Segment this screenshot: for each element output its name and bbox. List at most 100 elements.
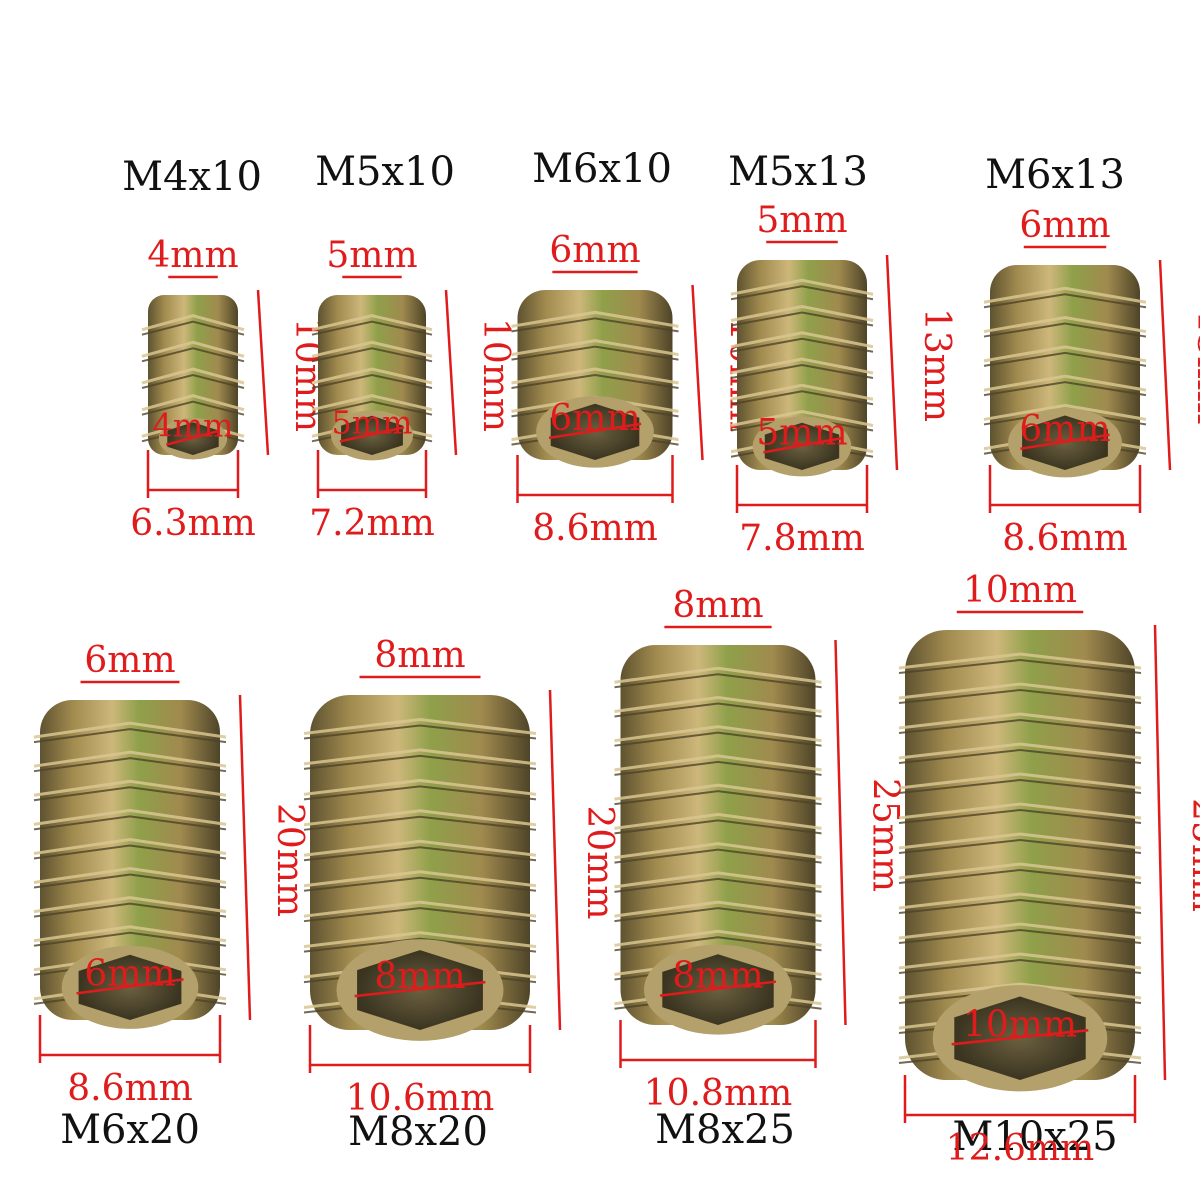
- thread-shadow: [311, 373, 433, 389]
- thread-shadow: [33, 757, 227, 773]
- thread-ridge: [311, 394, 433, 412]
- thread-shadow: [898, 718, 1142, 734]
- thread-shadow: [614, 702, 822, 718]
- outer-dia-label: 10.8mm: [644, 1073, 792, 1114]
- thread-shadow: [33, 815, 227, 831]
- thread-shadow: [614, 907, 822, 923]
- thread-ridge: [983, 316, 1147, 334]
- thread-ridge: [614, 900, 822, 918]
- thread-ridge: [303, 931, 537, 949]
- thread-dia-label: 5mm: [326, 235, 417, 276]
- thread-ridge: [730, 304, 874, 322]
- thread-shadow: [33, 931, 227, 947]
- hex-dia-line: [339, 426, 405, 443]
- thread-ridge: [730, 409, 874, 427]
- thread-shadow: [311, 347, 433, 363]
- thread-dia-label: 8mm: [374, 635, 465, 676]
- thread-ridge: [303, 778, 537, 796]
- thread-ridge: [33, 721, 227, 739]
- thread-shadow: [983, 322, 1147, 338]
- thread-ridge: [898, 802, 1142, 820]
- thread-shadow: [614, 790, 822, 806]
- length-label: 25mm: [1184, 798, 1200, 912]
- thread-shadow: [898, 748, 1142, 764]
- thread-shadow: [141, 347, 245, 363]
- thread-shadow: [614, 936, 822, 952]
- outer-dia-label: 10.6mm: [346, 1078, 494, 1119]
- insert-size-label: M4x10: [122, 154, 262, 200]
- thread-shadow: [730, 363, 874, 379]
- thread-ridge: [614, 929, 822, 947]
- length-line: [1153, 624, 1167, 1081]
- thread-ridge: [983, 374, 1147, 392]
- thread-shadow: [983, 351, 1147, 367]
- insert-m5x13: M5x13 5mm 13mm 5mm 7.8mm: [728, 149, 957, 559]
- outer-dia-label: 8.6mm: [532, 508, 658, 549]
- thread-shadow: [511, 317, 679, 333]
- insert-size-label: M6x10: [532, 146, 672, 192]
- thread-shadow: [898, 958, 1142, 974]
- hex-dia-line: [763, 437, 841, 454]
- hex-dia-line: [354, 980, 486, 998]
- insert-body: [40, 700, 220, 1020]
- hex-dia-label: 6mm: [84, 953, 175, 994]
- thread-shadow: [141, 400, 245, 416]
- thread-ridge: [614, 754, 822, 772]
- thread-shadow: [983, 293, 1147, 309]
- thread-ridge: [141, 314, 245, 332]
- thread-ridge: [898, 742, 1142, 760]
- thread-ridge: [303, 900, 537, 918]
- thread-ridge: [33, 750, 227, 768]
- insert-m10x25: M10x25 10mm 25mm 10mm 12.6mm: [898, 570, 1200, 1169]
- thread-shadow: [898, 688, 1142, 704]
- hex-dia-label: 10mm: [963, 1004, 1077, 1045]
- thread-shadow: [614, 760, 822, 776]
- insert-m8x25: M8x25 8mm 25mm 8mm 10.8mm: [614, 585, 906, 1153]
- hex-dia-line: [1020, 433, 1110, 451]
- thread-ridge: [33, 896, 227, 914]
- thread-shadow: [614, 731, 822, 747]
- insert-m6x13: M6x13 6mm 13mm 6mm 8.6mm: [983, 152, 1200, 559]
- insert-size-label: M5x10: [315, 149, 455, 195]
- thread-ridge: [33, 925, 227, 943]
- thread-ridge: [898, 712, 1142, 730]
- hex-dia-label: 4mm: [152, 407, 233, 445]
- hex-dia-label: 8mm: [374, 956, 465, 997]
- thread-ridge: [898, 832, 1142, 850]
- outer-dia-label: 8.6mm: [67, 1068, 193, 1109]
- thread-dia-label: 6mm: [1019, 205, 1110, 246]
- thread-ridge: [614, 725, 822, 743]
- thread-ridge: [511, 367, 679, 385]
- thread-ridge: [141, 340, 245, 358]
- thread-dia-label: 6mm: [549, 230, 640, 271]
- hex-dia-line: [165, 429, 221, 446]
- thread-ridge: [614, 842, 822, 860]
- thread-shadow: [898, 778, 1142, 794]
- thread-shadow: [614, 819, 822, 835]
- thread-ridge: [614, 871, 822, 889]
- thread-shadow: [303, 785, 537, 801]
- hex-dia-label: 6mm: [1019, 409, 1110, 450]
- thread-ridge: [303, 839, 537, 857]
- thread-shadow: [898, 898, 1142, 914]
- outer-dia-label: 7.8mm: [739, 518, 865, 559]
- thread-ridge: [511, 339, 679, 357]
- thread-shadow: [303, 724, 537, 740]
- thread-ridge: [730, 383, 874, 401]
- thread-shadow: [303, 876, 537, 892]
- thread-shadow: [303, 754, 537, 770]
- thread-shadow: [141, 373, 245, 389]
- thread-shadow: [730, 337, 874, 353]
- insert-m5x10: M5x10 5mm 10mm 5mm 7.2mm: [309, 149, 516, 544]
- insert-size-label: M8x25: [655, 1107, 795, 1153]
- hex-dia-label: 8mm: [672, 956, 763, 997]
- thread-shadow: [898, 868, 1142, 884]
- insert-body: [905, 630, 1135, 1080]
- thread-ridge: [898, 682, 1142, 700]
- outer-dia-label: 8.6mm: [1002, 518, 1128, 559]
- insert-m6x20: M6x20 6mm 20mm 6mm 8.6mm: [33, 640, 310, 1153]
- thread-shadow: [303, 846, 537, 862]
- thread-ridge: [898, 862, 1142, 880]
- insert-size-label: M8x20: [348, 1109, 488, 1155]
